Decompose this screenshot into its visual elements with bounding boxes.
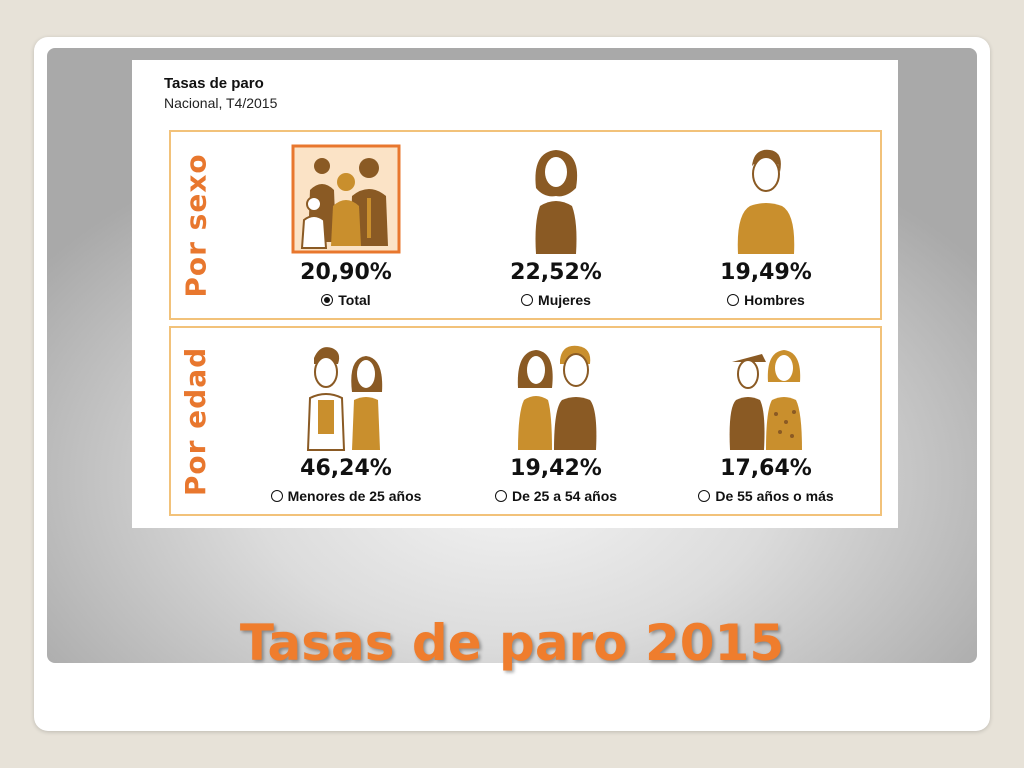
young-couple-icon	[286, 338, 406, 454]
option-menores-25[interactable]: 46,24% Menores de 25 años	[241, 328, 451, 514]
option-mujeres[interactable]: 22,52% Mujeres	[451, 132, 661, 318]
radio-empty-icon[interactable]	[494, 490, 507, 502]
slide-title: Tasas de paro 2015	[239, 614, 785, 672]
option-total[interactable]: 20,90% Total	[241, 132, 451, 318]
radio-option-25-54[interactable]: De 25 a 54 años	[451, 488, 661, 504]
panel-por-edad: Por edad 46,24% Menores de 25 años	[169, 326, 882, 516]
value-hombres: 19,49%	[720, 260, 812, 285]
value-55-mas: 17,64%	[720, 456, 812, 481]
infographic-card: Tasas de paro Nacional, T4/2015 Por sexo	[132, 60, 898, 528]
group-people-icon	[286, 142, 406, 258]
woman-icon	[496, 142, 616, 258]
adult-couple-icon	[496, 338, 616, 454]
radio-empty-icon[interactable]	[727, 294, 740, 306]
radio-empty-icon[interactable]	[698, 490, 711, 502]
option-25-54[interactable]: 19,42% De 25 a 54 años	[451, 328, 661, 514]
value-25-54: 19,42%	[510, 456, 602, 481]
radio-option-menores-25[interactable]: Menores de 25 años	[241, 488, 451, 504]
radio-option-mujeres[interactable]: Mujeres	[451, 292, 661, 308]
radio-empty-icon[interactable]	[521, 294, 534, 306]
senior-couple-icon	[706, 338, 826, 454]
section-label-edad: Por edad	[179, 346, 213, 496]
panel-por-sexo: Por sexo 20,90% Total	[169, 130, 882, 320]
value-total: 20,90%	[300, 260, 392, 285]
man-icon	[706, 142, 826, 258]
radio-option-hombres[interactable]: Hombres	[661, 292, 871, 308]
option-hombres[interactable]: 19,49% Hombres	[661, 132, 871, 318]
section-label-sexo: Por sexo	[179, 152, 213, 298]
card-subtitle: Nacional, T4/2015	[164, 95, 278, 111]
card-title: Tasas de paro	[164, 75, 264, 92]
radio-option-55-mas[interactable]: De 55 años o más	[661, 488, 871, 504]
radio-selected-icon[interactable]	[321, 294, 334, 306]
value-mujeres: 22,52%	[510, 260, 602, 285]
value-menores-25: 46,24%	[300, 456, 392, 481]
radio-empty-icon[interactable]	[270, 490, 283, 502]
option-55-mas[interactable]: 17,64% De 55 años o más	[661, 328, 871, 514]
radio-option-total[interactable]: Total	[241, 292, 451, 308]
